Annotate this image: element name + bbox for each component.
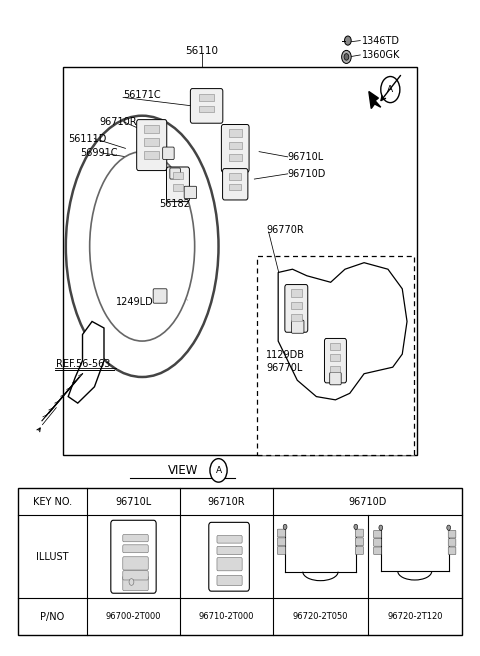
Bar: [330, 343, 340, 350]
Text: 56991C: 56991C: [80, 148, 118, 158]
Circle shape: [210, 459, 227, 482]
FancyBboxPatch shape: [217, 535, 242, 543]
Circle shape: [345, 36, 351, 45]
Bar: [199, 106, 215, 112]
Text: REF.56-563: REF.56-563: [56, 359, 111, 369]
Text: 96770L: 96770L: [266, 363, 302, 373]
Bar: [291, 289, 301, 297]
Text: 56111D: 56111D: [68, 134, 107, 144]
Bar: [144, 151, 159, 159]
Text: 96770R: 96770R: [266, 225, 304, 235]
Text: 1360GK: 1360GK: [362, 50, 400, 60]
FancyBboxPatch shape: [373, 531, 381, 538]
FancyBboxPatch shape: [448, 547, 456, 554]
Polygon shape: [68, 321, 104, 403]
Text: ILLUST: ILLUST: [36, 552, 69, 562]
Bar: [173, 184, 183, 191]
Text: A: A: [216, 466, 222, 475]
FancyBboxPatch shape: [355, 538, 363, 546]
FancyBboxPatch shape: [137, 119, 167, 171]
Circle shape: [342, 51, 351, 64]
FancyBboxPatch shape: [184, 186, 197, 199]
FancyBboxPatch shape: [111, 520, 156, 593]
Text: VIEW: VIEW: [168, 464, 198, 477]
Bar: [199, 94, 215, 100]
FancyBboxPatch shape: [191, 89, 223, 123]
FancyBboxPatch shape: [217, 546, 242, 554]
Text: 1129DB: 1129DB: [266, 350, 305, 360]
FancyBboxPatch shape: [209, 522, 249, 591]
FancyBboxPatch shape: [221, 125, 249, 173]
FancyBboxPatch shape: [285, 285, 308, 332]
Text: 1249LD: 1249LD: [116, 297, 154, 307]
FancyBboxPatch shape: [355, 529, 363, 537]
Ellipse shape: [90, 152, 195, 341]
Circle shape: [381, 77, 400, 102]
Text: 1346TD: 1346TD: [362, 35, 400, 45]
Text: P/NO: P/NO: [40, 611, 65, 622]
Text: 96720-2T120: 96720-2T120: [387, 612, 443, 621]
FancyBboxPatch shape: [123, 576, 148, 590]
FancyBboxPatch shape: [291, 320, 304, 333]
Text: A: A: [387, 85, 394, 94]
FancyBboxPatch shape: [277, 538, 286, 546]
FancyBboxPatch shape: [123, 545, 148, 553]
Text: 96710L: 96710L: [288, 152, 324, 162]
FancyBboxPatch shape: [163, 147, 174, 159]
FancyBboxPatch shape: [170, 168, 180, 179]
Text: 96720-2T050: 96720-2T050: [293, 612, 348, 621]
Text: 96710D: 96710D: [288, 169, 326, 179]
FancyBboxPatch shape: [123, 571, 148, 580]
FancyBboxPatch shape: [373, 539, 381, 546]
Bar: [291, 314, 301, 321]
Bar: [173, 172, 183, 179]
FancyBboxPatch shape: [167, 167, 190, 201]
Bar: [257, 256, 414, 455]
Circle shape: [129, 579, 134, 585]
Circle shape: [344, 54, 349, 60]
Text: 96710L: 96710L: [115, 497, 152, 506]
Circle shape: [354, 524, 358, 529]
FancyBboxPatch shape: [153, 289, 167, 303]
FancyBboxPatch shape: [448, 539, 456, 546]
FancyBboxPatch shape: [373, 547, 381, 554]
Text: 56171C: 56171C: [123, 91, 161, 100]
Text: 56182: 56182: [159, 199, 190, 209]
Bar: [229, 184, 241, 190]
Text: 96710-2T000: 96710-2T000: [199, 612, 254, 621]
FancyBboxPatch shape: [277, 546, 286, 554]
Circle shape: [447, 525, 451, 530]
Text: KEY NO.: KEY NO.: [33, 497, 72, 506]
Polygon shape: [278, 262, 407, 400]
Bar: [228, 154, 242, 161]
Circle shape: [379, 525, 383, 530]
Text: 96710R: 96710R: [99, 117, 137, 127]
Bar: [144, 138, 159, 146]
Bar: [63, 67, 417, 455]
FancyBboxPatch shape: [217, 558, 242, 571]
Bar: [18, 488, 462, 635]
Bar: [144, 125, 159, 133]
Bar: [330, 354, 340, 361]
FancyBboxPatch shape: [123, 535, 148, 542]
Text: 56110: 56110: [185, 46, 218, 56]
FancyBboxPatch shape: [277, 529, 286, 537]
Text: 96700-2T000: 96700-2T000: [106, 612, 161, 621]
Polygon shape: [369, 92, 381, 108]
FancyBboxPatch shape: [330, 373, 341, 385]
Circle shape: [283, 524, 287, 529]
Bar: [228, 142, 242, 149]
Bar: [291, 302, 301, 309]
Bar: [228, 129, 242, 137]
FancyBboxPatch shape: [223, 169, 248, 200]
FancyBboxPatch shape: [355, 546, 363, 554]
FancyBboxPatch shape: [217, 575, 242, 585]
Text: 96710D: 96710D: [348, 497, 387, 506]
FancyBboxPatch shape: [123, 557, 148, 570]
Text: 96710R: 96710R: [208, 497, 245, 506]
Bar: [229, 173, 241, 180]
Bar: [330, 365, 340, 373]
FancyBboxPatch shape: [448, 531, 456, 538]
FancyBboxPatch shape: [324, 338, 347, 383]
